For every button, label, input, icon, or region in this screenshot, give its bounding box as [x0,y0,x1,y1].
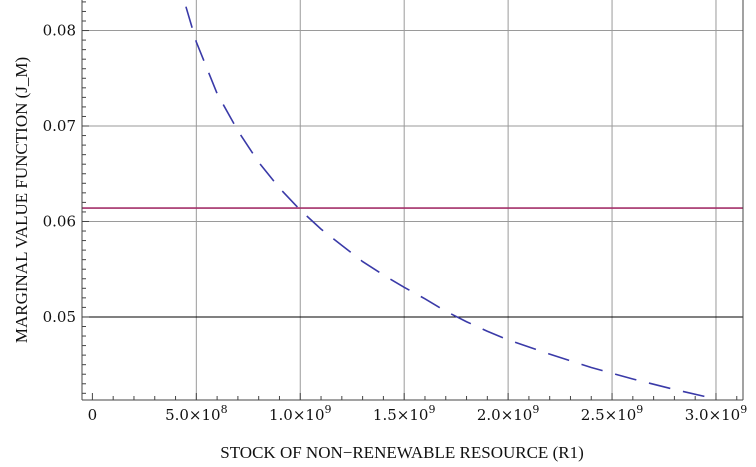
x-tick-label: 1.5×109 [373,403,436,424]
plot-background [82,0,743,400]
y-tick-label: 0.06 [43,212,76,230]
x-tick-label: 5.0×108 [165,403,228,424]
x-tick-label: 2.5×109 [581,403,644,424]
x-tick-label: 0 [88,406,98,424]
dashed-series-line [185,6,717,400]
y-tick-label: 0.07 [43,117,76,135]
series-layer [82,6,743,400]
tick-layer [82,1,738,400]
tick-label-layer: 0.05 0.06 0.07 0.08 0 5.0×108 1.0×109 1.5×109 2.… [43,22,748,424]
y-tick-label: 0.08 [43,22,76,40]
x-tick-label: 2.0×109 [477,403,540,424]
x-tick-label: 1.0×109 [269,403,332,424]
x-tick-label: 3.0×109 [685,403,748,424]
y-axis-title: MARGINAL VALUE FUNCTION (J_M) [12,57,31,343]
x-axis-title: STOCK OF NON−RENEWABLE RESOURCE (R1) [220,443,583,462]
y-tick-label: 0.05 [43,308,76,326]
grid-layer [82,0,743,400]
